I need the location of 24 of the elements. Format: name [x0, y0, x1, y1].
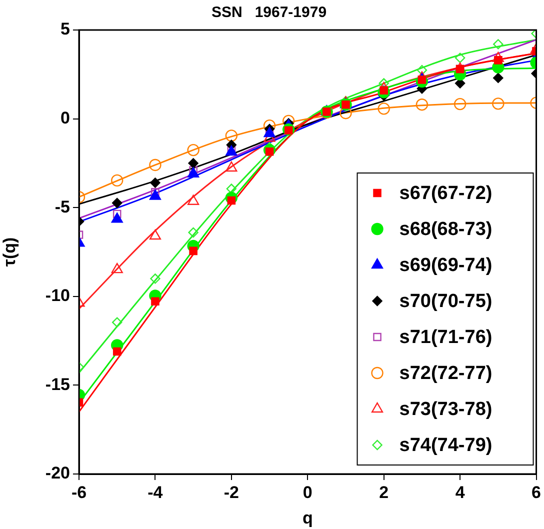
- y-tick-label: -5: [54, 197, 70, 216]
- legend-label: s67(67-72): [399, 183, 492, 204]
- y-tick-label: 5: [60, 20, 70, 39]
- x-axis-title: q: [302, 508, 313, 528]
- y-tick-label: 0: [60, 108, 70, 128]
- x-tick-label: 6: [532, 482, 542, 502]
- legend-label: s70(70-75): [399, 291, 492, 312]
- x-tick-label: -2: [224, 482, 239, 502]
- x-tick-label: 2: [379, 482, 389, 502]
- y-tick-label: -10: [45, 286, 70, 306]
- x-tick-label: -4: [148, 482, 164, 502]
- y-axis-title: τ(q): [0, 237, 19, 267]
- x-tick-label: -6: [71, 482, 87, 502]
- legend-label: s72(72-77): [399, 363, 492, 384]
- y-tick-label: -15: [45, 374, 70, 394]
- x-tick-label: 4: [455, 482, 466, 502]
- legend-label: s68(68-73): [399, 219, 492, 240]
- legend-label: s71(71-76): [399, 327, 492, 348]
- chart-title: SSN 1967-1979: [211, 4, 327, 22]
- legend-label: s74(74-79): [399, 435, 492, 456]
- legend-label: s69(69-74): [399, 255, 492, 276]
- legend-label: s73(73-78): [399, 399, 492, 420]
- x-tick-label: 0: [302, 482, 312, 502]
- y-tick-label: -20: [45, 464, 70, 483]
